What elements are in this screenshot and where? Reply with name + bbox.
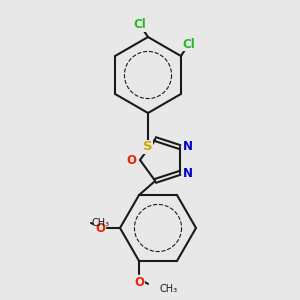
Text: O: O — [134, 276, 144, 289]
Text: CH₃: CH₃ — [91, 218, 109, 228]
Text: O: O — [95, 221, 105, 235]
Text: N: N — [183, 167, 193, 180]
Text: Cl: Cl — [182, 38, 195, 50]
Text: S: S — [143, 140, 153, 154]
Text: N: N — [183, 140, 193, 153]
Text: O: O — [126, 154, 136, 166]
Text: Cl: Cl — [134, 19, 146, 32]
Text: CH₃: CH₃ — [160, 284, 178, 294]
